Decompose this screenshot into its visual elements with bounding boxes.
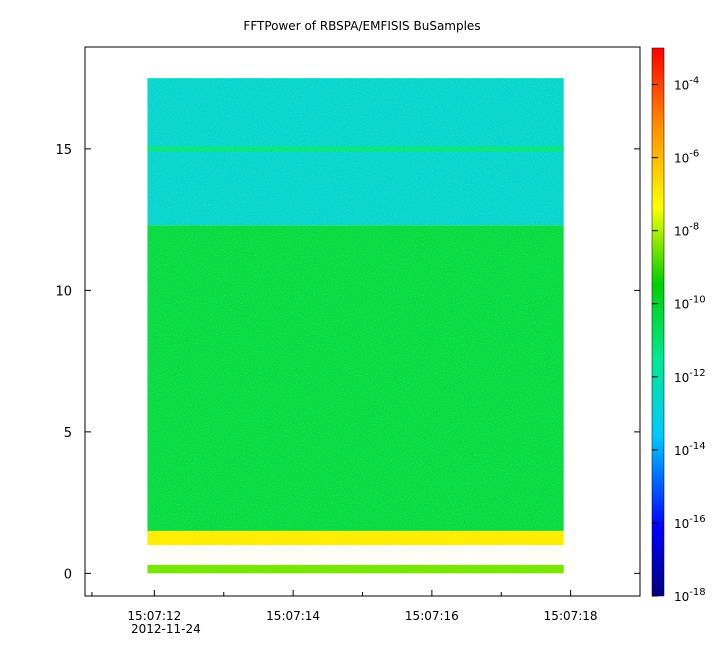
colorbar-tick-label: 10-6 [674,149,699,166]
y-tick-label: 10 [55,284,72,299]
heatmap-data [147,78,564,574]
x-tick-label: 15:07:14 [266,609,320,623]
y-axis: 0 5 10 15 [55,143,640,582]
colorbar-tick-label: 10-12 [674,368,706,385]
y-tick-label: 15 [55,143,72,158]
x-date-label: 2012-11-24 [131,622,201,636]
x-tick-label: 15:07:16 [405,609,459,623]
heatmap-texture [147,78,564,574]
x-tick-label: 15:07:18 [544,609,598,623]
colorbar-tick-label: 10-8 [674,222,699,239]
y-tick-label: 5 [64,426,72,441]
colorbar [651,47,665,597]
chart-title: FFTPower of RBSPA/EMFISIS BuSamples [243,19,480,33]
colorbar-axis: 10-4 10-6 10-8 10-10 10-12 10-14 10-16 10-18 [652,76,706,604]
colorbar-tick-label: 10-18 [674,587,706,604]
x-tick-label: 15:07:12 [127,609,181,623]
y-tick-label: 0 [64,567,72,582]
colorbar-tick-label: 10-16 [674,514,706,531]
colorbar-tick-label: 10-10 [674,295,706,312]
colorbar-tick-label: 10-14 [674,441,706,458]
colorbar-tick-label: 10-4 [674,76,699,93]
x-axis: 15:07:12 15:07:14 15:07:16 15:07:18 [91,590,641,623]
